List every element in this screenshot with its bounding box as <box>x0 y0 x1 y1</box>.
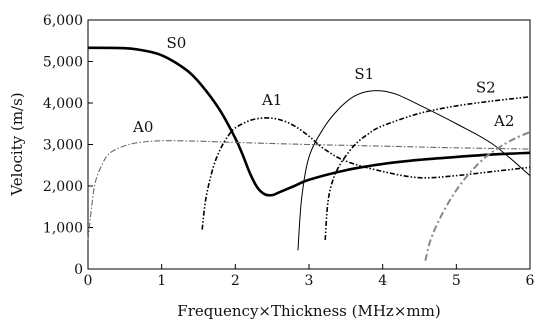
x-tick-label: 0 <box>84 273 93 289</box>
y-axis-label: Velocity (m/s) <box>8 92 26 196</box>
y-tick-label: 6,000 <box>43 13 83 29</box>
series-line-a1 <box>201 117 531 230</box>
series-label-a2: A2 <box>493 112 514 130</box>
x-axis-label: Frequency×Thickness (MHz×mm) <box>177 302 440 320</box>
y-tick-label: 3,000 <box>43 138 83 154</box>
series-label-s2: S2 <box>476 79 496 97</box>
series-label-a0: A0 <box>132 118 153 136</box>
y-tick-label: 0 <box>74 262 83 278</box>
axis-ticks: 0 1 2 3 4 5 6 0 1,000 2,000 3,000 4,000 5,000 6,000 <box>43 13 535 289</box>
series-line-a0 <box>87 140 531 241</box>
series-label-s1: S1 <box>354 65 374 83</box>
x-tick-label: 3 <box>305 273 314 289</box>
series-line-s2 <box>324 95 531 241</box>
series-labels: S0 A1 S1 S2 A0 A2 <box>132 34 514 136</box>
series-label-a1: A1 <box>261 91 282 109</box>
y-tick-label: 5,000 <box>43 55 83 71</box>
series-line-s1 <box>297 90 531 251</box>
series-line-a2 <box>424 131 531 261</box>
y-tick-label: 4,000 <box>43 96 83 112</box>
x-tick-label: 5 <box>452 273 461 289</box>
x-tick-label: 6 <box>526 273 535 289</box>
x-tick-label: 2 <box>231 273 240 289</box>
x-tick-label: 1 <box>157 273 166 289</box>
x-tick-label: 4 <box>378 273 387 289</box>
y-tick-label: 2,000 <box>43 179 83 195</box>
series-curves <box>87 46 531 261</box>
series-label-s0: S0 <box>166 34 186 52</box>
series-line-s0 <box>87 46 531 197</box>
y-tick-label: 1,000 <box>43 221 83 237</box>
